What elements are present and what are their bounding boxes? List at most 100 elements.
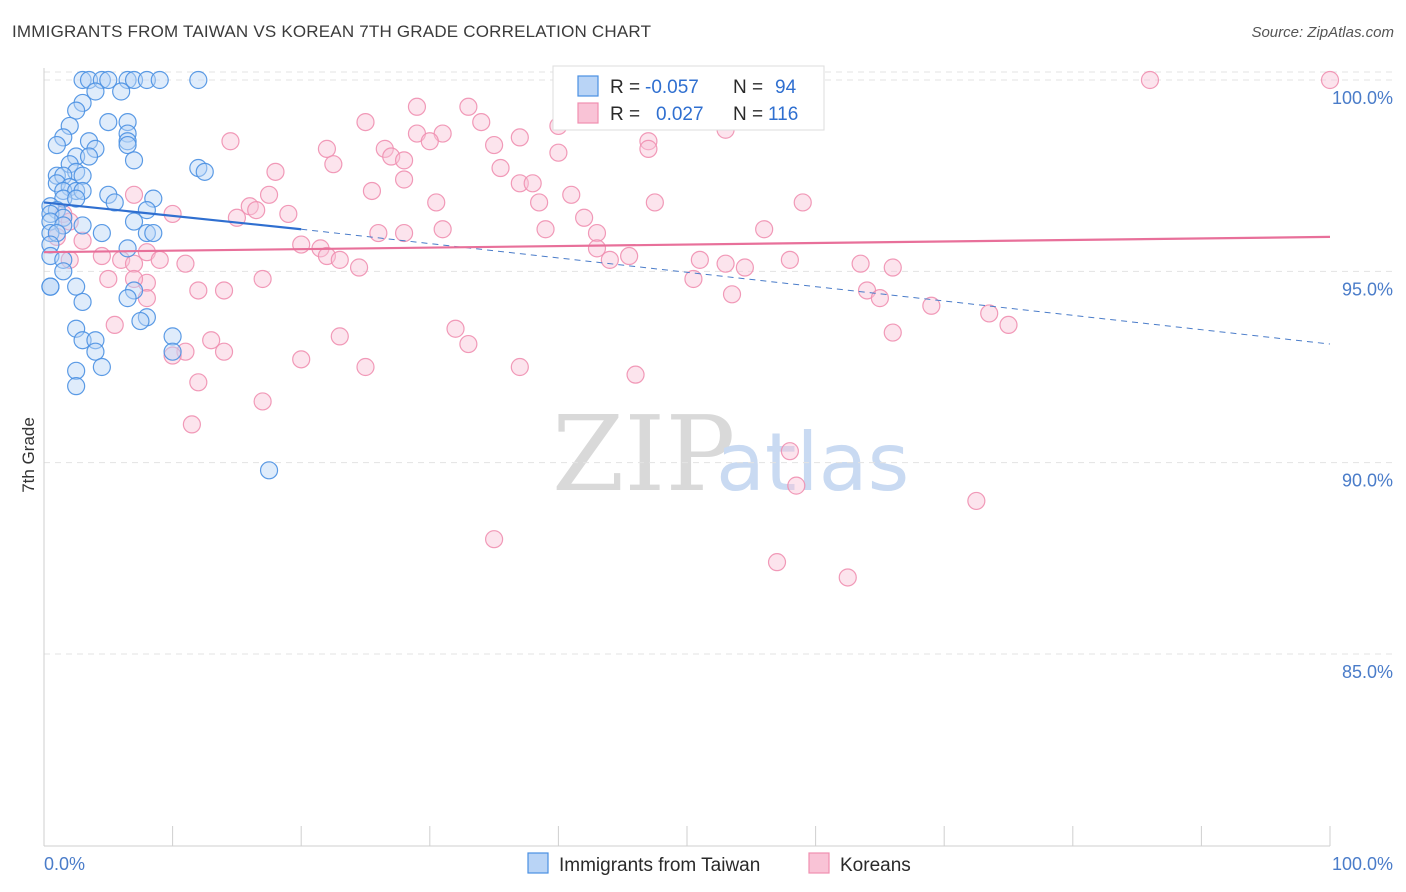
koreans-point-13 bbox=[639, 132, 658, 151]
koreans-point-51 bbox=[73, 231, 92, 250]
koreans-point-46 bbox=[587, 223, 607, 243]
koreans-point-34 bbox=[793, 193, 812, 212]
taiwan-point-3 bbox=[99, 70, 118, 90]
x-tick-label-max: 100.0% bbox=[1332, 854, 1393, 874]
koreans-point-57 bbox=[349, 258, 369, 277]
taiwan-point-64 bbox=[67, 277, 86, 296]
koreans-point-80 bbox=[922, 296, 941, 315]
koreans-point-105 bbox=[967, 491, 986, 511]
koreans-point-97 bbox=[182, 415, 201, 434]
koreans-point-27 bbox=[523, 174, 542, 193]
legend-box: R = -0.057 N = 94 R = 0.027 N = 116 bbox=[552, 65, 825, 131]
y-tick-label-1: 95.0% bbox=[1342, 279, 1393, 299]
koreans-point-70 bbox=[150, 250, 169, 269]
koreans-point-84 bbox=[446, 319, 465, 338]
legend-n-value-koreans: 116 bbox=[768, 104, 798, 125]
koreans-point-19 bbox=[549, 143, 568, 162]
taiwan-point-70 bbox=[67, 319, 86, 338]
taiwan-point-5 bbox=[124, 70, 144, 90]
koreans-point-23 bbox=[491, 158, 510, 178]
koreans-point-95 bbox=[189, 373, 208, 392]
trend-taiwan-solid bbox=[43, 201, 302, 231]
taiwan-point-19 bbox=[118, 132, 137, 151]
koreans-point-64 bbox=[780, 250, 799, 269]
legend-swatch-taiwan bbox=[577, 75, 599, 97]
koreans-point-101 bbox=[214, 281, 234, 300]
taiwan-point-40 bbox=[67, 189, 86, 208]
koreans-point-1 bbox=[1140, 70, 1160, 90]
koreans-point-31 bbox=[427, 193, 446, 212]
bottom-legend: Immigrants from Taiwan Koreans bbox=[527, 852, 911, 876]
koreans-point-22 bbox=[324, 155, 343, 174]
taiwan-point-69 bbox=[131, 311, 150, 331]
koreans-point-30 bbox=[562, 185, 581, 204]
taiwan-point-79 bbox=[259, 461, 279, 480]
taiwan-point-71 bbox=[73, 331, 92, 350]
taiwan-point-55 bbox=[137, 223, 156, 243]
taiwan-point-29 bbox=[47, 166, 66, 185]
koreans-point-11 bbox=[420, 132, 439, 151]
koreans-point-73 bbox=[253, 269, 272, 289]
taiwan-point-74 bbox=[86, 342, 105, 361]
taiwan-point-77 bbox=[92, 357, 111, 377]
koreans-point-4 bbox=[459, 97, 478, 116]
koreans-point-5 bbox=[356, 112, 375, 132]
y-tick-label-3: 85.0% bbox=[1342, 662, 1393, 682]
koreans-point-82 bbox=[999, 315, 1018, 335]
taiwan-point-53 bbox=[47, 223, 66, 243]
trend-koreans bbox=[43, 235, 1331, 254]
legend-n-label-koreans: N = bbox=[733, 104, 763, 125]
chart-title: IMMIGRANTS FROM TAIWAN VS KOREAN 7TH GRA… bbox=[12, 22, 652, 41]
taiwan-point-41 bbox=[144, 189, 163, 208]
koreans-point-41 bbox=[369, 223, 388, 243]
koreans-point-2 bbox=[1320, 70, 1340, 90]
koreans-point-63 bbox=[735, 258, 754, 277]
taiwan-point-48 bbox=[124, 212, 144, 231]
koreans-point-60 bbox=[620, 246, 639, 266]
taiwan-point-56 bbox=[144, 223, 163, 243]
koreans-point-65 bbox=[851, 254, 870, 273]
taiwan-point-73 bbox=[163, 327, 182, 346]
koreans-point-89 bbox=[163, 346, 182, 365]
koreans-point-96 bbox=[253, 392, 272, 411]
koreans-point-47 bbox=[755, 220, 774, 239]
legend-r-value-taiwan: -0.057 bbox=[645, 77, 699, 98]
koreans-point-98 bbox=[105, 315, 124, 335]
koreans-point-24 bbox=[266, 162, 285, 181]
legend-r-label-koreans: R = bbox=[610, 104, 640, 125]
koreans-point-53 bbox=[292, 235, 311, 254]
koreans-point-104 bbox=[787, 476, 806, 495]
koreans-point-35 bbox=[124, 185, 144, 204]
koreans-point-85 bbox=[459, 334, 478, 354]
koreans-point-21 bbox=[394, 151, 414, 170]
y-axis-label: 7th Grade bbox=[19, 417, 38, 493]
koreans-point-6 bbox=[472, 112, 491, 132]
koreans-point-59 bbox=[600, 250, 619, 269]
koreans-point-18 bbox=[639, 139, 658, 158]
taiwan-point-61 bbox=[54, 262, 73, 281]
taiwan-point-0 bbox=[73, 70, 92, 90]
series-koreans bbox=[47, 70, 1340, 587]
koreans-point-33 bbox=[645, 193, 664, 212]
koreans-point-106 bbox=[485, 530, 504, 549]
bottom-legend-label-taiwan: Immigrants from Taiwan bbox=[559, 855, 760, 876]
taiwan-point-78 bbox=[67, 377, 86, 396]
koreans-point-76 bbox=[684, 269, 703, 289]
taiwan-point-6 bbox=[137, 70, 156, 90]
legend-r-value-koreans: 0.027 bbox=[656, 104, 704, 125]
taiwan-point-10 bbox=[112, 82, 131, 101]
koreans-point-45 bbox=[575, 208, 594, 227]
koreans-point-32 bbox=[530, 193, 549, 212]
koreans-point-81 bbox=[980, 304, 999, 323]
bottom-legend-swatch-taiwan bbox=[527, 852, 549, 874]
koreans-point-42 bbox=[394, 223, 414, 243]
koreans-point-43 bbox=[433, 220, 452, 239]
koreans-point-103 bbox=[780, 442, 799, 461]
koreans-point-90 bbox=[214, 342, 234, 361]
koreans-point-94 bbox=[626, 365, 645, 384]
trend-taiwan-dashed bbox=[301, 228, 1331, 345]
bottom-legend-swatch-koreans bbox=[808, 852, 830, 874]
grid-lines bbox=[44, 71, 1393, 655]
koreans-point-61 bbox=[690, 250, 709, 269]
koreans-point-56 bbox=[330, 250, 349, 269]
